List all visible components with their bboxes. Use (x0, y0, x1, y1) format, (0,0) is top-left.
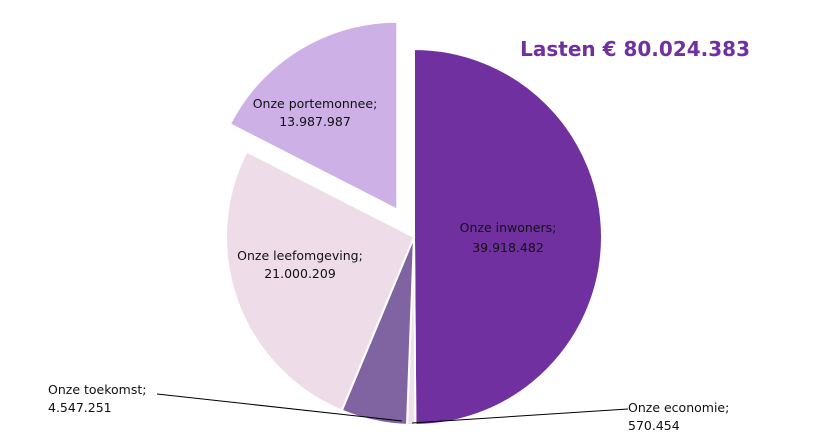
data-label-category: Onze economie; (628, 400, 729, 415)
chart-title: Lasten € 80.024.383 (520, 37, 750, 61)
data-label-value: 570.454 (628, 418, 680, 433)
leader-line-toekomst (156, 393, 403, 422)
data-label-value: 4.547.251 (48, 400, 112, 415)
data-label-leefomgeving: Onze leefomgeving; 21.000.209 (237, 248, 363, 281)
data-label-toekomst: Onze toekomst; 4.547.251 (48, 382, 146, 415)
slice-labels: Onze inwoners; 39.918.482 Onze economie; 57… (48, 96, 729, 433)
data-label-inwoners: Onze inwoners; 39.918.482 (460, 220, 557, 255)
leader-line-economie (411, 408, 629, 424)
pie-slice-portemonnee (228, 20, 399, 212)
data-label-category: Onze toekomst; (48, 382, 146, 397)
data-label-portemonnee: Onze portemonnee; 13.987.987 (253, 96, 378, 129)
data-label-value: 39.918.482 (472, 240, 544, 255)
pie-slices (225, 20, 604, 427)
pie-slice-leefomgeving (225, 150, 416, 412)
pie-slice-inwoners (413, 47, 604, 427)
data-label-category: Onze leefomgeving; (237, 248, 363, 263)
data-label-category: Onze portemonnee; (253, 96, 378, 111)
data-label-value: 21.000.209 (264, 266, 336, 281)
data-label-economie: Onze economie; 570.454 (628, 400, 729, 433)
data-label-category: Onze inwoners; (460, 220, 557, 235)
data-label-value: 13.987.987 (279, 114, 351, 129)
leader-lines (156, 393, 629, 424)
